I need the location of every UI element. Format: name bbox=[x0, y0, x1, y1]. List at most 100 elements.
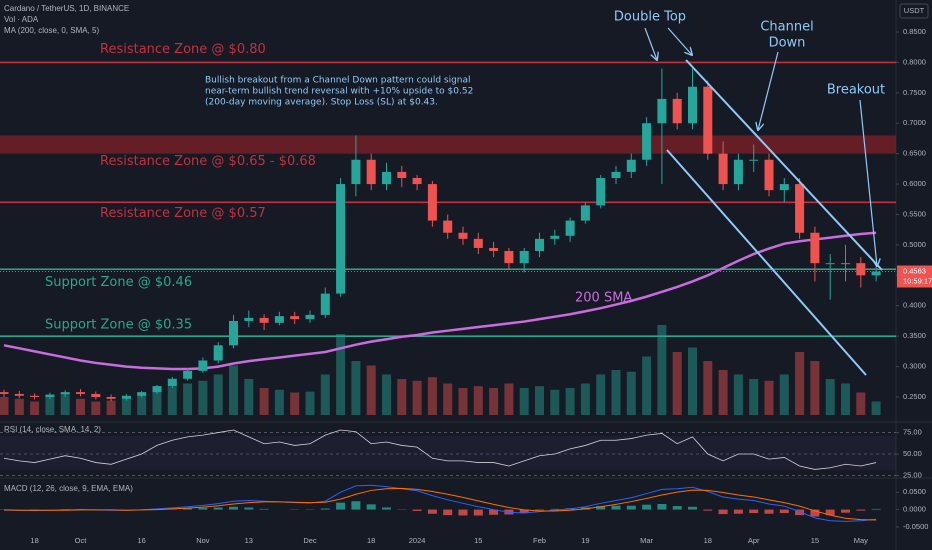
channel-label: Channel bbox=[760, 20, 813, 35]
channel-label: Down bbox=[769, 36, 806, 51]
candle-body bbox=[305, 314, 315, 320]
candle-body bbox=[580, 205, 590, 221]
volume-bar bbox=[580, 383, 590, 415]
macd-histogram-bar bbox=[779, 509, 789, 514]
x-tick-label: Apr bbox=[748, 536, 760, 545]
candle-body bbox=[657, 98, 667, 124]
chart-title: Cardano / TetherUS, 1D, BINANCE bbox=[4, 4, 129, 13]
countdown-label: 10:59:17 bbox=[903, 276, 932, 285]
macd-histogram-bar bbox=[320, 508, 330, 510]
macd-histogram-bar bbox=[183, 508, 193, 510]
volume-bar bbox=[749, 379, 759, 415]
volume-bar bbox=[596, 374, 606, 415]
volume-bar bbox=[871, 401, 881, 415]
volume-bar bbox=[382, 374, 391, 415]
signal-line bbox=[3, 487, 877, 521]
volume-bar bbox=[703, 361, 713, 415]
candle-body bbox=[427, 184, 437, 221]
volume-bar bbox=[856, 392, 866, 415]
volume-bar bbox=[779, 374, 789, 415]
candle-body bbox=[320, 293, 330, 315]
note-line: (200-day moving average). Stop Loss (SL)… bbox=[205, 98, 438, 108]
candle-body bbox=[167, 378, 177, 387]
candle-body bbox=[642, 123, 652, 160]
macd-histogram-bar bbox=[688, 506, 697, 510]
volume-bar bbox=[366, 365, 376, 415]
macd-histogram-bar bbox=[764, 509, 774, 514]
zone-label: Resistance Zone @ $0.80 bbox=[100, 42, 266, 57]
macd-histogram-bar bbox=[733, 509, 743, 514]
macd-histogram-bar bbox=[213, 507, 223, 510]
volume-bar bbox=[397, 379, 407, 415]
macd-histogram-bar bbox=[366, 504, 376, 510]
zone-label: Support Zone @ $0.46 bbox=[45, 275, 192, 290]
macd-histogram-bar bbox=[443, 509, 453, 516]
macd-histogram-bar bbox=[427, 509, 437, 514]
y-tick-label: 0.7000 bbox=[903, 118, 926, 127]
x-tick-label: Nov bbox=[196, 536, 210, 545]
candle-body bbox=[550, 235, 560, 239]
rsi-title: RSI (14, close, SMA, 14, 2) bbox=[4, 425, 101, 434]
candle-body bbox=[489, 247, 499, 251]
volume-bar bbox=[290, 392, 300, 415]
candle-body bbox=[45, 394, 55, 397]
volume-bar bbox=[336, 334, 346, 415]
candle-body bbox=[91, 393, 101, 397]
volume-bar bbox=[718, 370, 728, 415]
macd-histogram-bar bbox=[810, 509, 820, 517]
volume-bar bbox=[504, 383, 514, 415]
indicator-label: MA (200, close, 0, SMA, 5) bbox=[4, 26, 99, 35]
volume-bar bbox=[76, 398, 85, 415]
volume-bar bbox=[30, 401, 40, 415]
currency-box[interactable] bbox=[899, 3, 929, 19]
candle-body bbox=[810, 232, 820, 264]
x-tick-label: 16 bbox=[138, 536, 146, 545]
candle-body bbox=[458, 232, 468, 239]
macd-histogram-bar bbox=[856, 509, 866, 511]
volume-bar bbox=[274, 389, 284, 415]
volume-bar bbox=[550, 389, 560, 415]
macd-histogram-bar bbox=[611, 505, 621, 510]
macd-histogram-bar bbox=[259, 508, 269, 510]
candle-body bbox=[733, 159, 743, 185]
volume-bar bbox=[412, 380, 422, 415]
volume-bar bbox=[535, 386, 544, 415]
zone-label: Resistance Zone @ $0.57 bbox=[100, 206, 266, 221]
candle-body bbox=[519, 251, 529, 264]
volume-bar bbox=[351, 361, 361, 415]
macd-histogram-bar bbox=[749, 509, 759, 514]
x-tick-label: 15 bbox=[811, 536, 819, 545]
macd-histogram-bar bbox=[657, 504, 667, 510]
candle-body bbox=[244, 317, 254, 321]
candle-body bbox=[703, 86, 713, 154]
candle-body bbox=[749, 159, 759, 161]
rsi-band bbox=[0, 436, 896, 470]
macd-histogram-bar bbox=[841, 509, 850, 513]
x-tick-label: Dec bbox=[303, 536, 317, 545]
breakout-label: Breakout bbox=[827, 83, 885, 98]
macd-histogram-bar bbox=[795, 509, 805, 516]
plot-layer bbox=[0, 61, 896, 522]
macd-histogram-bar bbox=[519, 509, 529, 513]
y-tick-label: 0.5500 bbox=[903, 209, 926, 218]
candle-body bbox=[565, 220, 575, 236]
candle-body bbox=[290, 316, 300, 320]
candle-body bbox=[152, 386, 162, 393]
last-price-label: 0.4563 bbox=[903, 266, 926, 275]
volume-bar bbox=[795, 352, 805, 415]
volume-bar bbox=[0, 397, 9, 415]
indicator-label: Vol · ADA bbox=[4, 15, 39, 24]
arrow bbox=[859, 99, 877, 266]
volume-bar bbox=[825, 379, 835, 415]
currency-label[interactable]: USDT bbox=[904, 6, 925, 15]
volume-bar bbox=[489, 388, 499, 415]
double-top-label: Double Top bbox=[614, 10, 686, 25]
arrow bbox=[758, 51, 779, 130]
y-tick-label: 25.00 bbox=[903, 470, 922, 479]
y-tick-label: 0.8000 bbox=[903, 57, 926, 66]
volume-bar bbox=[45, 397, 55, 415]
candle-body bbox=[106, 397, 116, 399]
volume-bar bbox=[672, 352, 682, 415]
x-tick-label: 2024 bbox=[409, 536, 426, 545]
